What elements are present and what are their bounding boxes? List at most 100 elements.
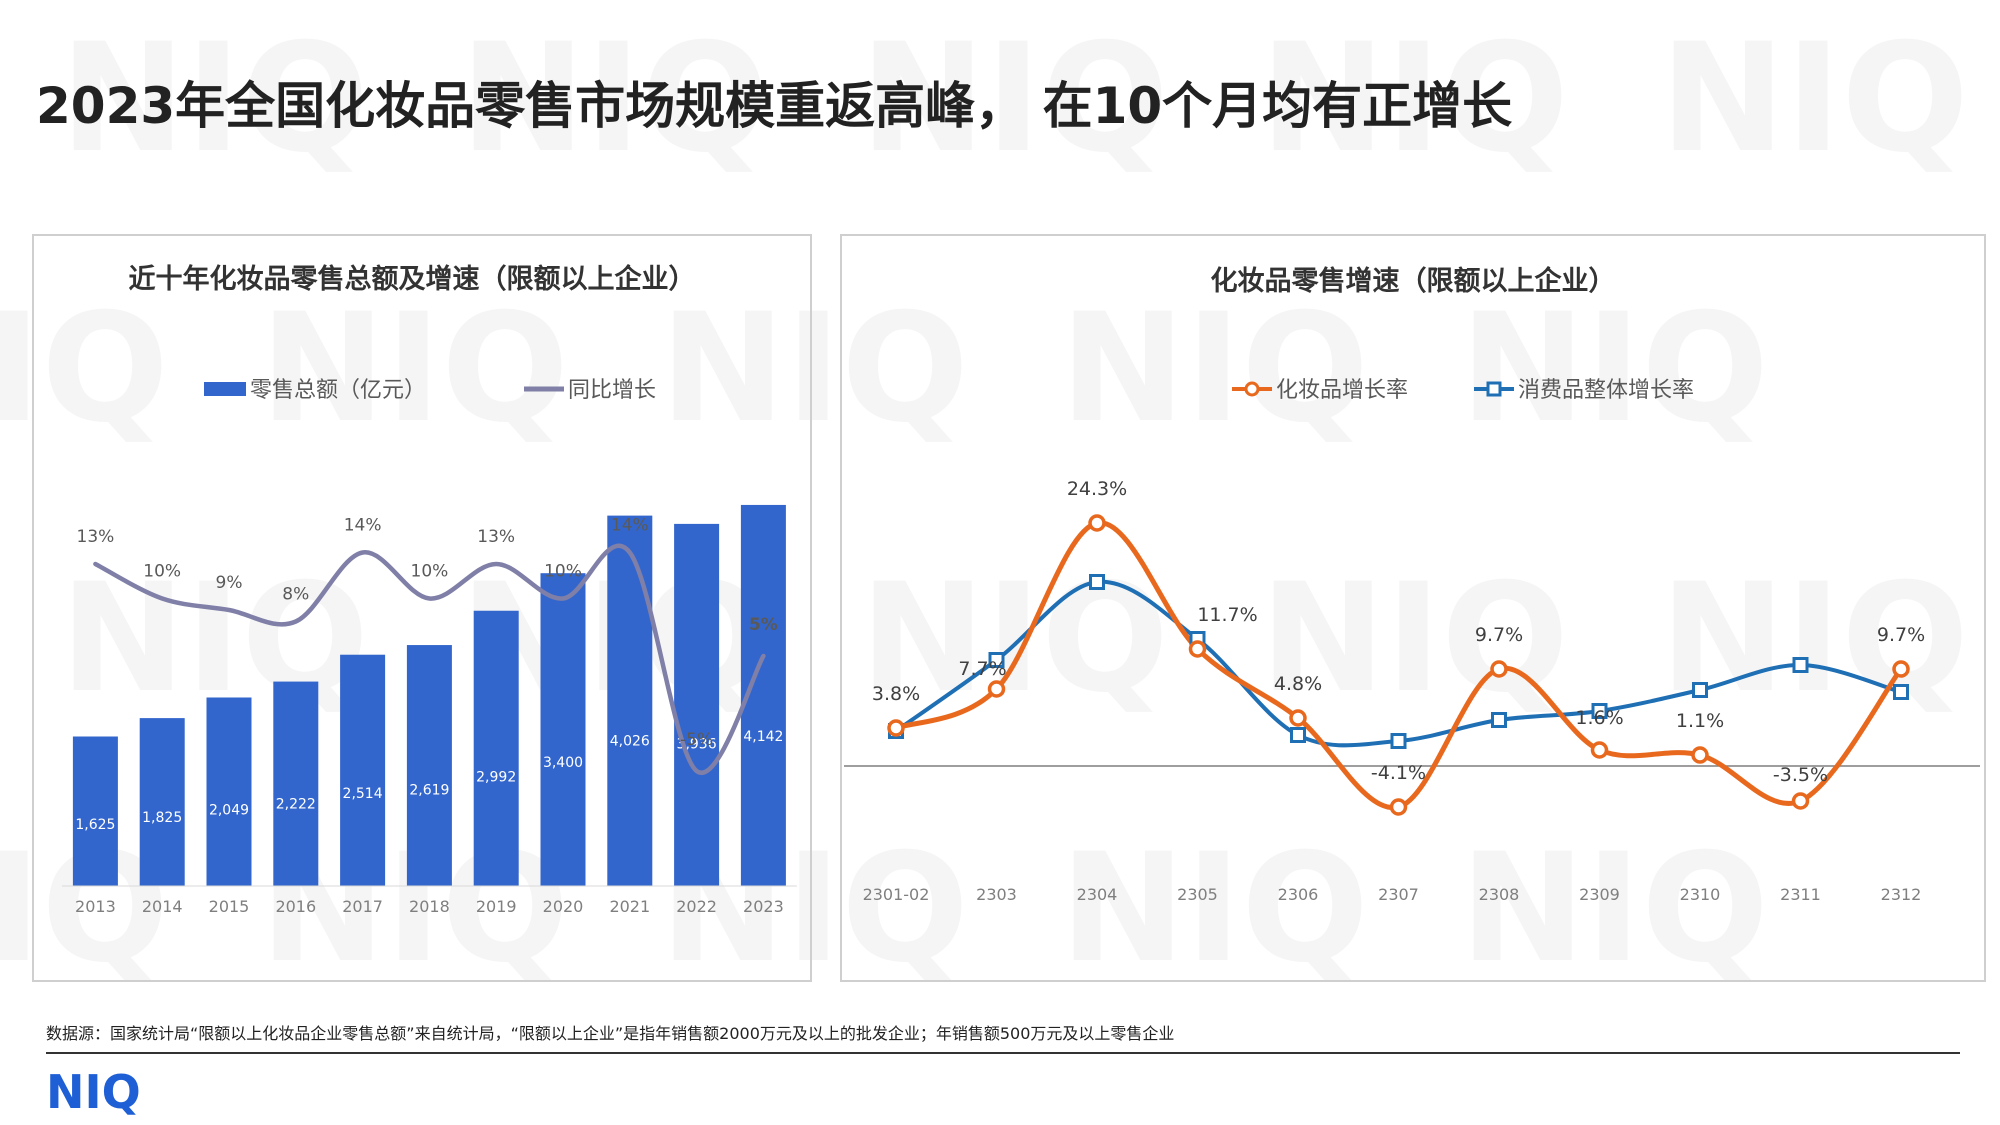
x-tick-label: 2015: [209, 897, 250, 916]
bar: [206, 697, 252, 886]
niq-logo: NIQ: [46, 1066, 141, 1116]
data-source-footnote: 数据源：国家统计局“限额以上化妆品企业零售总额”来自统计局，“限额以上企业”是指…: [46, 1024, 1175, 1043]
cosmetics-value-label: 7.7%: [958, 658, 1006, 680]
growth-value-label: 8%: [282, 585, 309, 605]
x-tick-label: 2017: [342, 897, 383, 916]
x-tick-label: 2308: [1479, 885, 1520, 904]
watermark-text: NIQ: [1060, 282, 1369, 456]
growth-rate-chart-panel: 化妆品零售增速（限额以上企业） 化妆品增长率 消费品整体增长率 2301-02 2303…: [840, 234, 1986, 982]
x-tick-label: 2013: [75, 897, 116, 916]
bar: [340, 654, 386, 886]
consumer-growth-line: [894, 579, 1902, 748]
cosmetics-value-label: 11.7%: [1197, 604, 1257, 626]
legend-label: 零售总额（亿元）: [250, 378, 426, 403]
growth-value-label: 13%: [477, 527, 515, 547]
bar: [607, 515, 653, 886]
growth-rate-chart: 化妆品零售增速（限额以上企业） 化妆品增长率 消费品整体增长率 2301-02 2303…: [844, 265, 1980, 904]
cosmetics-point: [1691, 746, 1709, 764]
x-tick-label: 2016: [275, 897, 316, 916]
watermark-text: NIQ: [1660, 12, 1969, 186]
x-tick-label: 2312: [1881, 885, 1922, 904]
legend: 化妆品增长率 消费品整体增长率: [1232, 378, 1694, 403]
watermark-text: NIQ: [460, 12, 769, 186]
watermark-text: NIQ: [1460, 282, 1769, 456]
cosmetics-value-label: 1.1%: [1676, 710, 1724, 732]
x-tick-label: 2021: [609, 897, 650, 916]
cosmetics-value-label: 3.8%: [872, 683, 920, 705]
cosmetics-point: [1791, 792, 1810, 810]
growth-value-label: 9%: [216, 573, 243, 593]
cosmetics-value-label: 24.3%: [1067, 478, 1127, 500]
bar-value-label: 4,026: [610, 733, 650, 749]
chart-title: 化妆品零售增速（限额以上企业）: [1211, 265, 1616, 297]
cosmetics-point: [1188, 640, 1207, 658]
watermark-text: NIQ: [0, 282, 169, 456]
consumer-point: [1692, 682, 1708, 698]
growth-value-label: 5%: [749, 615, 778, 635]
bar: [540, 573, 586, 886]
consumer-point: [1089, 574, 1105, 590]
bar: [674, 523, 720, 886]
footer-divider: [46, 1052, 1960, 1054]
annual-sales-chart-panel: 近十年化妆品零售总额及增速（限额以上企业） 零售总额（亿元） 同比增长 1,625 20…: [32, 234, 812, 982]
cosmetics-value-label: 9.7%: [1877, 624, 1925, 646]
watermark-text: NIQ: [1060, 822, 1369, 996]
cosmetics-point: [1892, 660, 1910, 678]
watermark-text: NIQ: [860, 552, 1169, 726]
x-tick-label: 2022: [676, 897, 717, 916]
growth-value-label: 10%: [544, 562, 582, 582]
bar: [273, 681, 319, 886]
growth-value-label: 10%: [143, 562, 181, 582]
bar-value-label: 2,222: [276, 796, 316, 812]
chart-title: 近十年化妆品零售总额及增速（限额以上企业）: [129, 263, 696, 295]
x-tick-label: 2304: [1077, 885, 1118, 904]
watermark-text: NIQ: [1260, 552, 1569, 726]
watermark-text: NIQ: [860, 12, 1169, 186]
x-tick-label: 2023: [743, 897, 784, 916]
cosmetics-point: [1088, 514, 1106, 532]
x-tick-label: 2311: [1780, 885, 1821, 904]
page-title: 2023年全国化妆品零售市场规模重返高峰， 在10个月均有正增长: [36, 77, 1513, 135]
x-tick-label: 2307: [1378, 885, 1419, 904]
x-tick-label: 2310: [1680, 885, 1721, 904]
legend-marker-circle: [1244, 381, 1260, 397]
bar-value-label: 2,992: [476, 769, 516, 785]
bar: [139, 718, 185, 886]
growth-line: [93, 543, 766, 776]
cosmetics-value-label: 9.7%: [1475, 624, 1523, 646]
consumer-point: [1290, 727, 1306, 743]
consumer-point: [1893, 684, 1909, 700]
cosmetics-value-label: 1.6%: [1575, 707, 1623, 729]
consumer-point: [988, 652, 1005, 668]
cosmetics-point: [987, 680, 1006, 698]
cosmetics-point: [1490, 660, 1508, 678]
growth-value-label: 13%: [77, 527, 115, 547]
legend-swatch-bar: [204, 382, 246, 396]
bar-value-label: 4,142: [743, 729, 783, 745]
watermark-text: NIQ: [660, 282, 969, 456]
x-tick-label: 2019: [476, 897, 517, 916]
svg-text:NIQ: NIQ: [46, 1066, 141, 1116]
x-tick-label: 2301-02: [863, 885, 930, 904]
x-tick-label: 2018: [409, 897, 450, 916]
bar-value-label: 2,514: [343, 786, 383, 802]
growth-value-label: -5%: [680, 730, 713, 750]
watermark-text: NIQ: [1260, 12, 1569, 186]
cosmetics-point: [1389, 798, 1408, 816]
cosmetics-value-label: 4.8%: [1274, 673, 1322, 695]
legend-marker-square: [1486, 381, 1502, 397]
watermark-text: NIQ: [1660, 552, 1969, 726]
growth-value-label: 14%: [611, 516, 649, 536]
consumer-point: [1390, 733, 1407, 749]
bar: [473, 610, 519, 886]
x-tick-label: 2303: [976, 885, 1017, 904]
x-tick-label: 2306: [1278, 885, 1319, 904]
growth-value-label: 14%: [344, 516, 382, 536]
growth-value-label: 10%: [411, 562, 449, 582]
bar-value-label: 1,625: [75, 817, 115, 833]
x-tick-label: 2305: [1177, 885, 1218, 904]
consumer-point: [1491, 712, 1507, 728]
cosmetics-point: [1590, 741, 1609, 759]
legend-label: 同比增长: [568, 378, 656, 403]
legend-label: 化妆品增长率: [1276, 378, 1408, 403]
